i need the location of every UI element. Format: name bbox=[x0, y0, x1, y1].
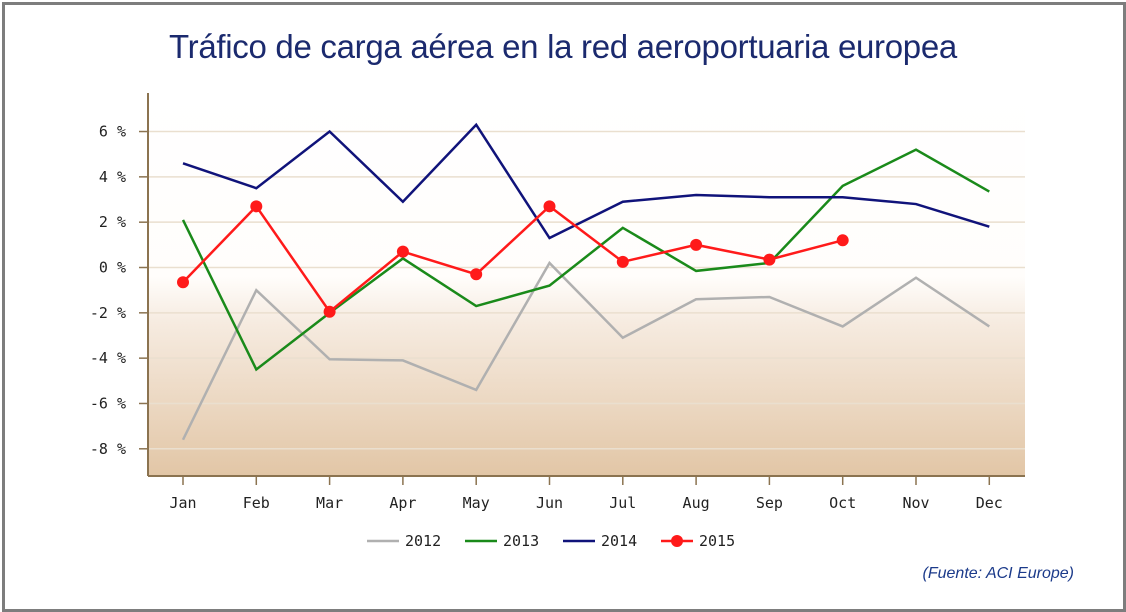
series-line-2014 bbox=[182, 122, 990, 240]
data-point-2015 bbox=[470, 268, 483, 281]
series-line-2012 bbox=[181, 260, 990, 441]
x-tick-label: Jul bbox=[609, 494, 636, 512]
legend-label-2014: 2014 bbox=[601, 532, 637, 550]
x-tick-label: Oct bbox=[829, 494, 856, 512]
x-tick-label: Mar bbox=[316, 494, 343, 512]
y-tick-label: 6 % bbox=[99, 123, 126, 141]
x-tick-label: May bbox=[463, 494, 490, 512]
data-point-2015 bbox=[250, 200, 263, 213]
y-tick-label: -2 % bbox=[90, 304, 126, 322]
x-tick-label: Jan bbox=[169, 494, 196, 512]
x-tick-label: Feb bbox=[243, 494, 270, 512]
data-point-2015 bbox=[763, 253, 776, 266]
data-point-2015 bbox=[323, 305, 336, 318]
series-line-2013 bbox=[181, 148, 990, 372]
x-tick-label: Dec bbox=[976, 494, 1003, 512]
y-tick-label: -4 % bbox=[90, 349, 126, 367]
x-tick-label: Sep bbox=[756, 494, 783, 512]
data-point-2015 bbox=[543, 200, 556, 213]
legend-label-2012: 2012 bbox=[405, 532, 441, 550]
x-tick-label: Apr bbox=[389, 494, 416, 512]
source-note: (Fuente: ACI Europe) bbox=[922, 565, 1074, 582]
y-tick-label: 4 % bbox=[99, 168, 126, 186]
x-tick-label: Jun bbox=[536, 494, 563, 512]
legend-marker-2015 bbox=[671, 535, 683, 547]
series-line-2015 bbox=[182, 204, 844, 314]
y-tick-label: 0 % bbox=[99, 259, 126, 277]
y-tick-label: -8 % bbox=[90, 440, 126, 458]
y-tick-label: -6 % bbox=[90, 394, 126, 412]
y-tick-label: 2 % bbox=[99, 213, 126, 231]
data-point-2015 bbox=[836, 234, 849, 247]
data-point-2015 bbox=[616, 255, 629, 268]
data-point-2015 bbox=[396, 245, 409, 258]
data-point-2015 bbox=[177, 276, 189, 289]
x-tick-label: Nov bbox=[902, 494, 929, 512]
legend-label-2013: 2013 bbox=[503, 532, 539, 550]
x-tick-label: Aug bbox=[683, 494, 710, 512]
data-point-2015 bbox=[690, 238, 703, 251]
plot-area bbox=[148, 93, 1025, 476]
chart-title: Tráfico de carga aérea en la red aeropor… bbox=[169, 28, 957, 65]
legend-label-2015: 2015 bbox=[699, 532, 735, 550]
